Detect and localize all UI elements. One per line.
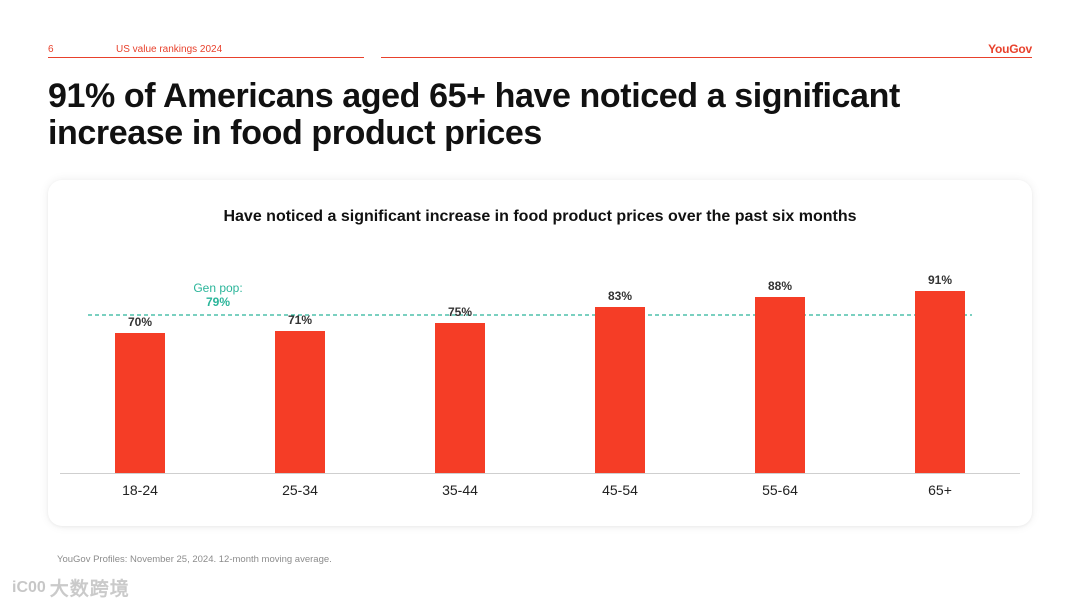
yougov-logo: YouGov bbox=[988, 42, 1032, 56]
value-label-45-54: 83% bbox=[608, 289, 632, 303]
bar-18-24 bbox=[115, 333, 165, 473]
category-label-25-34: 25-34 bbox=[282, 482, 318, 498]
value-label-65+: 91% bbox=[928, 273, 952, 287]
header-divider-right bbox=[381, 57, 1032, 58]
value-label-55-64: 88% bbox=[768, 279, 792, 293]
bar-35-44 bbox=[435, 323, 485, 473]
bar-65+ bbox=[915, 291, 965, 473]
section-title: US value rankings 2024 bbox=[116, 44, 223, 55]
category-label-55-64: 55-64 bbox=[762, 482, 798, 498]
source-footnote: YouGov Profiles: November 25, 2024. 12-m… bbox=[57, 554, 332, 565]
category-label-45-54: 45-54 bbox=[602, 482, 638, 498]
header-divider-left bbox=[48, 57, 364, 58]
page-number: 6 bbox=[48, 44, 54, 55]
value-label-18-24: 70% bbox=[128, 315, 152, 329]
category-label-35-44: 35-44 bbox=[442, 482, 478, 498]
value-label-25-34: 71% bbox=[288, 313, 312, 327]
bar-chart: 70% 18-24 71% 25-34 75% 35-44 83% 45-54 88% 55-64… bbox=[60, 273, 1020, 498]
bar-25-34 bbox=[275, 331, 325, 473]
chart-title: Have noticed a significant increase in f… bbox=[223, 208, 857, 225]
category-label-65+: 65+ bbox=[928, 482, 952, 498]
gen-pop-value-label: 79% bbox=[206, 295, 230, 309]
value-label-35-44: 75% bbox=[448, 305, 472, 319]
bar-55-64 bbox=[755, 297, 805, 473]
category-label-18-24: 18-24 bbox=[122, 482, 158, 498]
slide-headline: 91% of Americans aged 65+ have noticed a… bbox=[48, 77, 900, 152]
watermark-logo-icon: iC00 bbox=[12, 578, 46, 596]
chart-card: Have noticed a significant increase in f… bbox=[48, 180, 1032, 526]
watermark-text: 大数跨境 bbox=[49, 579, 130, 600]
bar-45-54 bbox=[595, 307, 645, 473]
watermark: iC00 大数跨境 bbox=[12, 574, 130, 601]
gen-pop-label: Gen pop: bbox=[193, 281, 242, 295]
